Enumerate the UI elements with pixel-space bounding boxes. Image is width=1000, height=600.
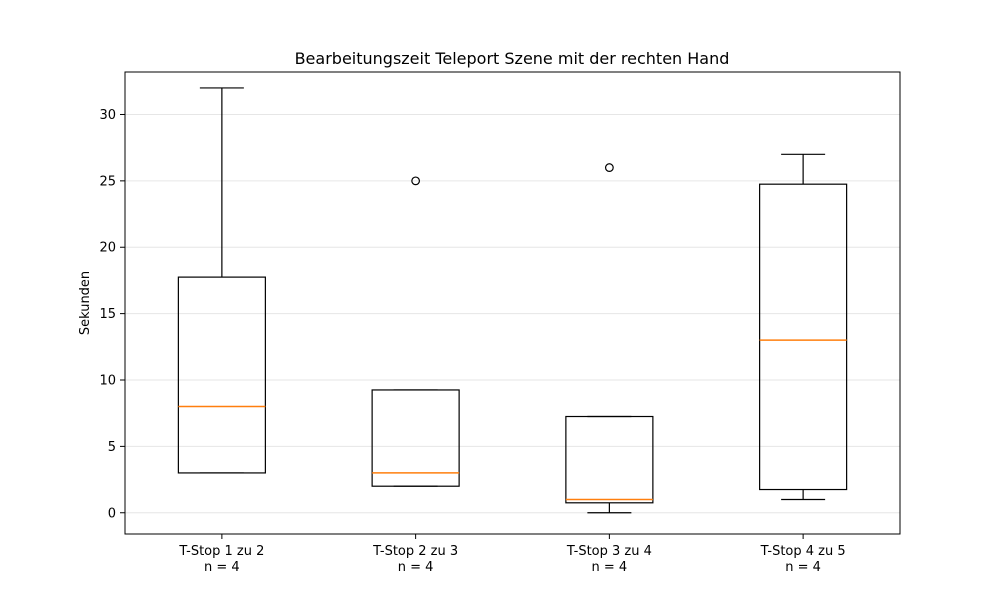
- chart-title: Bearbeitungszeit Teleport Szene mit der …: [295, 49, 730, 68]
- y-tick-label: 15: [99, 307, 116, 322]
- box-1: [177, 87, 266, 474]
- iqr-box: [177, 276, 266, 474]
- y-tick-label: 20: [99, 241, 116, 256]
- y-tick-label: 0: [108, 506, 116, 521]
- grid-lines: [125, 113, 900, 514]
- outlier-point: [604, 163, 614, 172]
- iqr-box: [565, 415, 654, 504]
- x-tick-sample-size: n = 4: [204, 560, 240, 575]
- boxes-group: [177, 87, 848, 514]
- box-4: [759, 153, 848, 501]
- y-tick-label: 25: [99, 174, 116, 189]
- outlier-point: [411, 176, 421, 186]
- y-tick-label: 10: [99, 374, 116, 389]
- x-tick-label: T-Stop 3 zu 4: [566, 544, 652, 559]
- iqr-box: [371, 389, 460, 487]
- y-tick-label: 30: [99, 108, 116, 123]
- box-3: [565, 163, 654, 514]
- x-tick-sample-size: n = 4: [785, 560, 821, 575]
- x-tick-label: T-Stop 2 zu 3: [372, 544, 458, 559]
- box-2: [371, 176, 460, 487]
- plot-area-frame: [124, 71, 901, 535]
- x-tick-label: T-Stop 1 zu 2: [178, 544, 264, 559]
- iqr-box: [759, 183, 848, 491]
- y-axis-label: Sekunden: [78, 271, 93, 335]
- x-tick-sample-size: n = 4: [592, 560, 628, 575]
- x-tick-label: T-Stop 4 zu 5: [760, 544, 846, 559]
- y-tick-label: 5: [108, 440, 116, 455]
- x-tick-sample-size: n = 4: [398, 560, 434, 575]
